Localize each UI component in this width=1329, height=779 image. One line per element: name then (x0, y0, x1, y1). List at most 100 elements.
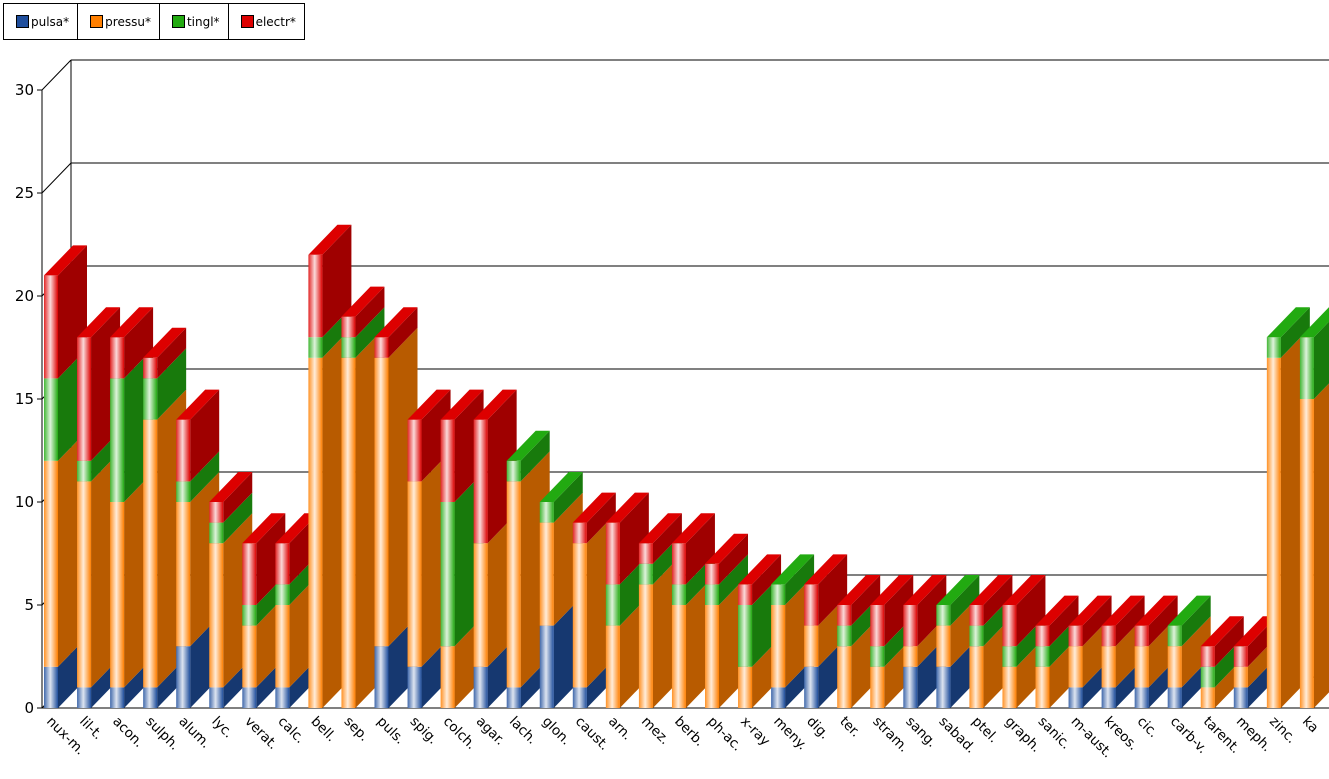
bar-top (837, 575, 881, 605)
bar-top (506, 430, 550, 461)
x-tick-label: acon. (109, 714, 146, 751)
bar-segment-side (553, 472, 583, 523)
bar-segment-side (917, 575, 947, 647)
bar-segment (539, 625, 554, 708)
bar-top (1134, 595, 1178, 626)
bar-segment (638, 563, 653, 585)
bar-top (1233, 616, 1277, 647)
x-tick-label: alum. (175, 714, 213, 752)
bars (44, 224, 1329, 708)
bar-segment-side (719, 554, 748, 605)
grid-diagonal (41, 162, 72, 194)
bar-segment (1101, 625, 1116, 647)
bar-stack-sabad. (936, 575, 980, 708)
bar-segment (44, 666, 58, 708)
x-tick-label: puls. (374, 714, 408, 748)
bar-segment-side (851, 575, 881, 626)
bar-segment-side (1280, 307, 1310, 358)
x-tick-label: berb. (671, 714, 707, 750)
bar-segment (671, 543, 686, 585)
bar-stack-m-aust. (1068, 595, 1112, 708)
bar-segment (969, 646, 984, 708)
bar-top (572, 492, 616, 523)
legend-swatch (16, 15, 29, 28)
bar-segment (1134, 646, 1149, 688)
bar-segment (738, 584, 753, 605)
legend-label: tingl* (186, 14, 220, 29)
bar-segment (705, 605, 719, 708)
bar-segment (936, 625, 951, 667)
bar-top (275, 513, 319, 544)
bar-segment (837, 605, 852, 626)
bar-segment (374, 337, 389, 358)
bar-segment (903, 605, 918, 647)
legend-label: electr* (255, 14, 296, 29)
x-tick-label: agar. (473, 714, 508, 749)
bar-segment (1002, 666, 1017, 708)
bar-top (771, 554, 815, 585)
x-tick-label: glon. (539, 714, 574, 749)
bar-segment-side (1148, 595, 1178, 647)
bar-segment (473, 666, 488, 708)
bar-segment (242, 543, 257, 605)
bar-segment-side (190, 389, 220, 482)
bar-stack-alum. (176, 389, 220, 708)
bar-segment (440, 502, 455, 647)
bar-segment (143, 378, 158, 420)
bar-segment-side (223, 472, 253, 523)
x-tick-label: verat. (241, 714, 280, 753)
bar-segment (1134, 687, 1149, 708)
bar-segment (1002, 646, 1017, 667)
bar-top (209, 472, 253, 502)
bar-top (374, 307, 418, 338)
bar-segment (275, 687, 290, 708)
bar-segment-side (1049, 595, 1079, 647)
bar-segment (1068, 625, 1083, 647)
bar-segment-side (355, 307, 385, 358)
bar-top (308, 224, 352, 255)
x-tick-label: sep. (341, 714, 372, 745)
bar-top (1299, 307, 1329, 338)
bar-segment (1200, 666, 1215, 688)
bar-segment (1233, 666, 1248, 688)
bar-segment-side (520, 430, 550, 482)
bar-top (44, 245, 87, 276)
bar-top (341, 286, 385, 317)
bar-segment (242, 605, 257, 626)
bar-segment (969, 605, 984, 626)
bar-segment (1101, 687, 1116, 708)
bar-segment (1167, 687, 1182, 708)
bar-segment (804, 625, 819, 667)
bar-segment-side (124, 307, 154, 379)
bar-segment (506, 481, 521, 688)
bar-stack-dig. (804, 554, 848, 708)
bar-stack-kreos. (1101, 595, 1145, 708)
legend-item-4: electr* (229, 4, 304, 39)
bar-segment (804, 584, 819, 626)
x-tick-label: spig. (407, 714, 441, 748)
bar-segment (638, 584, 653, 708)
bar-segment (738, 666, 753, 708)
bar-segment (506, 460, 521, 482)
bar-segment-side (322, 224, 352, 338)
bar-stack-puls. (374, 307, 418, 708)
bar-segment (936, 666, 951, 708)
bar-segment (209, 687, 224, 708)
bar-segment-side (1181, 595, 1211, 647)
bar-segment (440, 646, 455, 708)
bar-segment (1266, 357, 1281, 708)
bar-segment (176, 481, 191, 502)
bar-segment (209, 502, 224, 523)
bar-segment (176, 646, 191, 708)
bar-segment (209, 543, 224, 688)
bar-segment (1233, 687, 1248, 708)
bar-top (903, 575, 947, 605)
y-tick-label: 20 (15, 287, 34, 305)
legend-item-1: pulsa* (4, 4, 79, 39)
x-tick-label: cic. (1134, 714, 1161, 741)
bar-segment (1101, 646, 1116, 688)
bar-top (77, 307, 121, 338)
bar-segment (209, 522, 224, 544)
bar-top (1002, 575, 1046, 605)
bar-segment (1299, 399, 1314, 708)
